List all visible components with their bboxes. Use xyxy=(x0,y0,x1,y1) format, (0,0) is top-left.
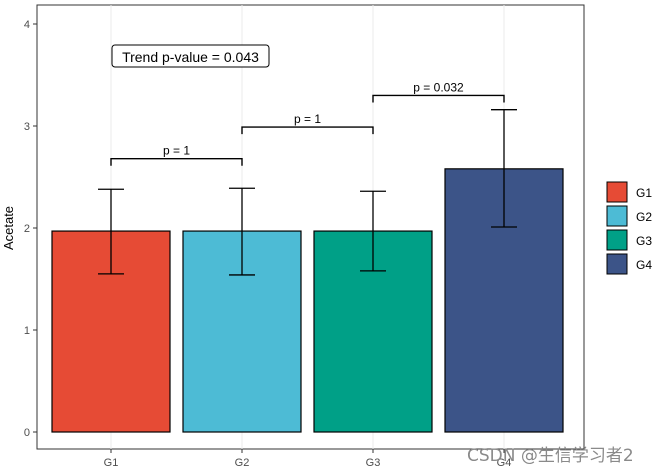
legend-label: G1 xyxy=(636,186,652,200)
y-tick-label: 3 xyxy=(24,121,30,133)
comparison-bracket: p = 0.032 xyxy=(372,80,505,103)
error-bars xyxy=(98,109,517,276)
legend-label: G4 xyxy=(636,258,652,272)
legend-label: G2 xyxy=(636,210,652,224)
x-axis: G1 G2 G3 G4 xyxy=(104,449,512,469)
error-bar-g1 xyxy=(98,188,124,275)
comparison-bracket: p = 1 xyxy=(110,144,243,166)
legend-item-g4: G4 xyxy=(606,253,652,275)
legend-label: G3 xyxy=(636,234,652,248)
x-tick-label-g2: G2 xyxy=(235,457,250,469)
trend-annotation-box xyxy=(111,44,270,68)
watermark: CSDN @生信学习者2 xyxy=(467,446,634,466)
error-bar-g3 xyxy=(360,190,386,272)
legend-item-g1: G1 xyxy=(606,181,652,203)
legend-swatch xyxy=(606,253,628,275)
x-tick-label-g3: G3 xyxy=(366,457,381,469)
comparison-bracket: p = 1 xyxy=(241,112,374,135)
legend-item-g2: G2 xyxy=(606,205,652,227)
x-tick-label-g4: G4 xyxy=(497,457,512,469)
y-axis: 0 1 2 3 4 xyxy=(24,19,37,439)
error-bar-g2 xyxy=(229,187,255,276)
y-tick-label: 0 xyxy=(24,427,30,439)
y-tick-label: 1 xyxy=(24,325,30,337)
error-bar-g4 xyxy=(491,109,517,228)
comparison-label: p = 1 xyxy=(294,112,321,126)
y-tick-label: 4 xyxy=(24,19,30,31)
comparison-brackets: p = 1 p = 1 p = 0.032 xyxy=(110,80,505,166)
y-axis-label: Acetate xyxy=(1,206,16,250)
comparison-label: p = 0.032 xyxy=(413,80,464,94)
legend: G1 G2 G3 G4 xyxy=(606,181,652,275)
x-tick-label-g1: G1 xyxy=(104,457,119,469)
legend-item-g3: G3 xyxy=(606,229,652,251)
y-tick-label: 2 xyxy=(24,223,30,235)
legend-swatch xyxy=(606,229,628,251)
legend-swatch xyxy=(606,181,628,203)
legend-swatch xyxy=(606,205,628,227)
comparison-label: p = 1 xyxy=(163,144,190,158)
trend-annotation: Trend p-value = 0.043 xyxy=(111,44,270,68)
trend-annotation-text: Trend p-value = 0.043 xyxy=(122,49,259,65)
